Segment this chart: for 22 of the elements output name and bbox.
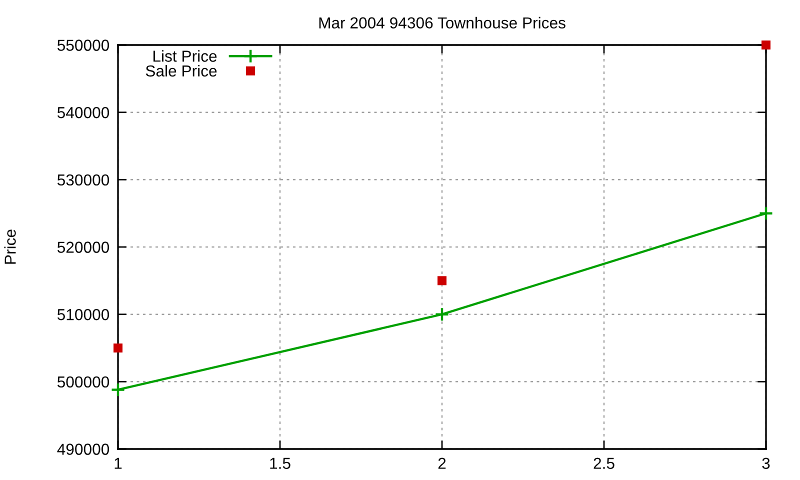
y-tick-label: 490000 <box>57 444 110 455</box>
chart-title: Mar 2004 94306 Townhouse Prices <box>319 16 566 28</box>
x-tick-label: 3 <box>762 458 770 469</box>
point <box>113 343 123 353</box>
y-axis-title: Price <box>4 230 16 264</box>
y-tick-label: 520000 <box>57 242 110 253</box>
x-tick-label: 1.5 <box>270 458 290 469</box>
x-tick-label: 2.5 <box>594 458 614 469</box>
point <box>758 206 774 221</box>
x-tick-label: 2 <box>438 458 446 469</box>
legend-label: List Price <box>153 50 217 62</box>
point <box>437 276 447 286</box>
legend-label: Sale Price <box>146 64 217 77</box>
y-tick-label: 510000 <box>57 309 110 320</box>
point <box>761 40 771 50</box>
y-tick-label: 550000 <box>57 40 110 51</box>
point <box>110 382 126 398</box>
x-tick-label: 1 <box>114 458 122 469</box>
y-tick-label: 500000 <box>57 376 110 388</box>
y-tick-label: 530000 <box>57 174 110 186</box>
point <box>434 306 450 322</box>
y-tick-label: 540000 <box>57 107 110 118</box>
